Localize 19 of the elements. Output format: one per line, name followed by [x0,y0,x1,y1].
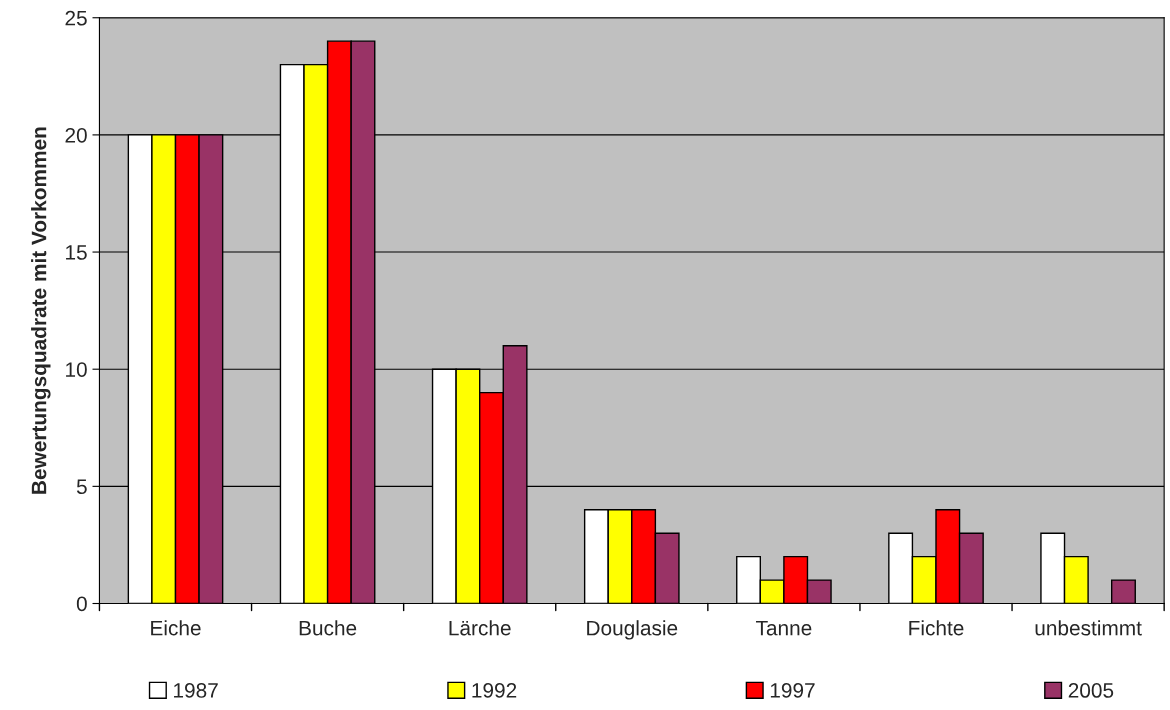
x-tick-label: Lärche [449,620,511,636]
bar [1110,579,1136,604]
y-tick-label: 5 [76,479,87,495]
legend-label: 1997 [770,683,815,698]
y-tick-label: 25 [65,10,87,26]
y-tick-label: 20 [65,127,87,143]
y-axis-title: Bewertungsquadrate mit Vorkommen [31,127,51,494]
y-tick-label: 10 [66,362,87,377]
legend-label: 2005 [1068,683,1114,698]
x-tick-label: Douglasie [587,620,678,640]
y-tick-label: 15 [66,245,87,260]
x-tick-label: unbestimmt [1035,620,1142,636]
legend-label: 1987 [174,683,218,698]
legend-label: 1992 [472,683,517,698]
x-tick-label: Fichte [909,620,964,636]
x-tick-label: Buche [299,620,357,636]
x-tick-label: Tanne [755,620,812,636]
y-tick-label: 0 [76,596,87,612]
x-tick-label: Eiche [151,620,201,636]
